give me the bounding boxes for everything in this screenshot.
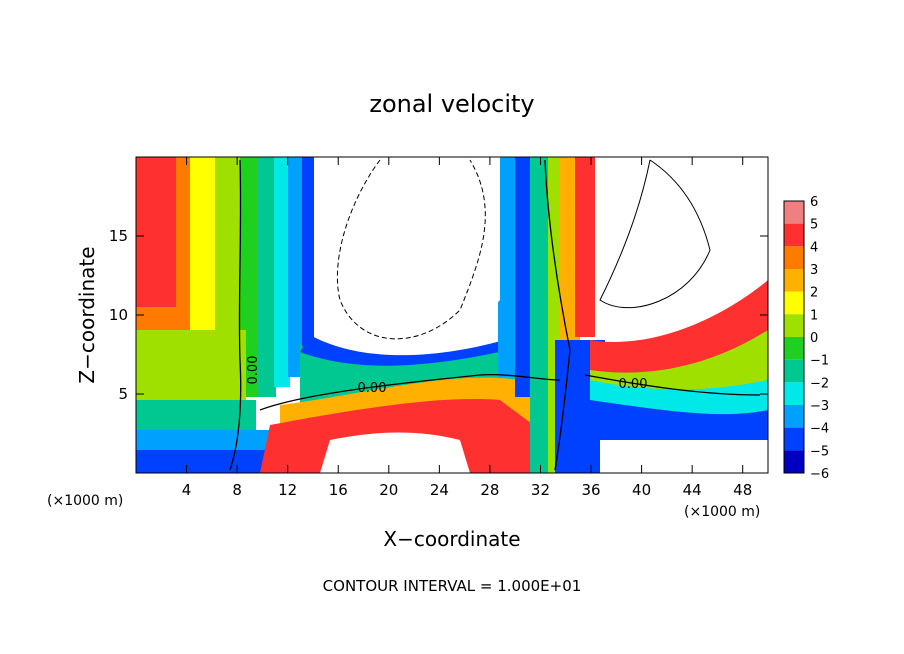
colorbar-label: 2 (810, 286, 818, 301)
colorbar-swatch (784, 314, 804, 337)
x-tick-label: 24 (430, 481, 449, 499)
colorbar-label: −1 (810, 354, 829, 369)
x-tick-label: 12 (278, 481, 297, 499)
colorbar: 6 5 4 3 2 1 0 −1 −2 −3 −4 −5 −6 (783, 195, 829, 482)
contour-interval-note: CONTOUR INTERVAL = 1.000E+01 (323, 577, 582, 595)
x-tick-label: 36 (581, 481, 600, 499)
x-tick-label: 44 (683, 481, 702, 499)
x-unit-label-right: (×1000 m) (684, 504, 760, 520)
colorbar-label: −6 (810, 467, 829, 482)
colorbar-swatch (784, 269, 804, 292)
y-axis: 5 10 15 (109, 227, 768, 403)
colorbar-label: 3 (810, 263, 818, 278)
colorbar-frame (783, 200, 805, 474)
colorbar-label: 1 (810, 308, 818, 323)
colorbar-label: 6 (810, 195, 818, 210)
x-tick-label: 16 (329, 481, 348, 499)
colorbar-swatch (784, 359, 804, 383)
x-axis: 4 8 12 16 20 24 28 32 36 40 44 48 (182, 157, 752, 499)
y-tick-label: 15 (109, 227, 128, 245)
x-tick-label: 20 (379, 481, 398, 499)
x-tick-label: 28 (480, 481, 499, 499)
x-tick-label: 48 (733, 481, 752, 499)
colorbar-swatch (784, 337, 804, 360)
colorbar-label: 5 (810, 218, 818, 233)
contour-label: 0.00 (246, 356, 261, 385)
colorbar-swatch (784, 223, 804, 247)
x-unit-label-left: (×1000 m) (47, 493, 123, 509)
colorbar-label: −3 (810, 399, 829, 414)
colorbar-swatch (784, 450, 804, 473)
x-tick-label: 40 (632, 481, 651, 499)
x-tick-label: 8 (232, 481, 242, 499)
y-tick-label: 5 (118, 385, 128, 403)
y-tick-label: 10 (109, 306, 128, 324)
x-axis-label: X−coordinate (383, 527, 520, 551)
colorbar-swatch (784, 246, 804, 269)
contour-label: 0.00 (619, 377, 648, 392)
colorbar-label: −4 (810, 422, 829, 437)
velocity-field (136, 157, 768, 473)
x-tick-label: 4 (182, 481, 192, 499)
y-axis-label: Z−coordinate (75, 246, 99, 383)
colorbar-label: 4 (810, 240, 818, 255)
colorbar-swatch (784, 427, 804, 451)
colorbar-swatch (784, 201, 804, 224)
x-tick-label: 32 (531, 481, 550, 499)
chart-title: zonal velocity (369, 90, 534, 118)
contour-label: 0.00 (358, 381, 387, 396)
colorbar-swatch (784, 291, 804, 315)
colorbar-label: −2 (810, 376, 829, 391)
colorbar-swatch (784, 405, 804, 428)
colorbar-label: −5 (810, 444, 829, 459)
colorbar-label: 0 (810, 331, 818, 346)
colorbar-swatch (784, 382, 804, 405)
